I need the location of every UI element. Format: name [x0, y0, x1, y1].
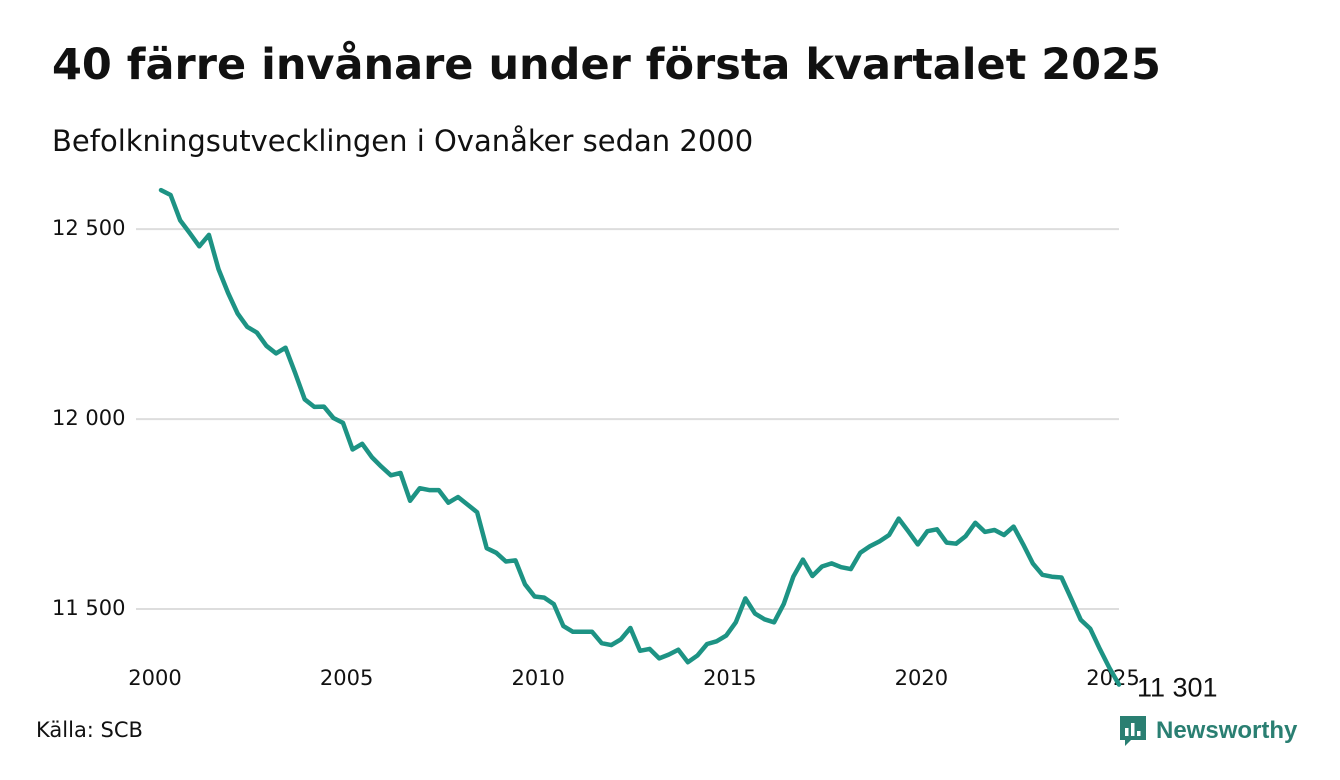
newsworthy-logo-icon — [1120, 716, 1146, 746]
x-tick-label: 2005 — [320, 666, 373, 690]
x-axis-tick-labels: 2000 2005 2010 2015 2020 2025 — [128, 666, 1139, 690]
brand-name: Newsworthy — [1156, 717, 1298, 744]
end-value-label: 11 301 — [1137, 673, 1218, 703]
newsworthy-logo: Newsworthy — [1118, 714, 1297, 748]
y-tick-label: 12 500 — [52, 216, 125, 240]
x-tick-label: 2010 — [511, 666, 564, 690]
chart-subtitle: Befolkningsutvecklingen i Ovanåker sedan… — [52, 124, 754, 158]
x-tick-label: 2020 — [895, 666, 948, 690]
y-tick-label: 12 000 — [52, 406, 125, 430]
grid-lines — [136, 228, 1119, 611]
source-note: Källa: SCB — [36, 718, 143, 742]
data-labels: 11 301 — [1137, 673, 1218, 703]
x-tick-label: 2000 — [128, 666, 181, 690]
y-axis-tick-labels: 11 500 12 000 12 500 — [52, 216, 125, 620]
series-line — [158, 187, 1122, 687]
x-tick-label: 2015 — [703, 666, 756, 690]
chart-title: 40 färre invånare under första kvartalet… — [52, 40, 1161, 90]
series — [158, 187, 1122, 687]
y-tick-label: 11 500 — [52, 596, 125, 620]
